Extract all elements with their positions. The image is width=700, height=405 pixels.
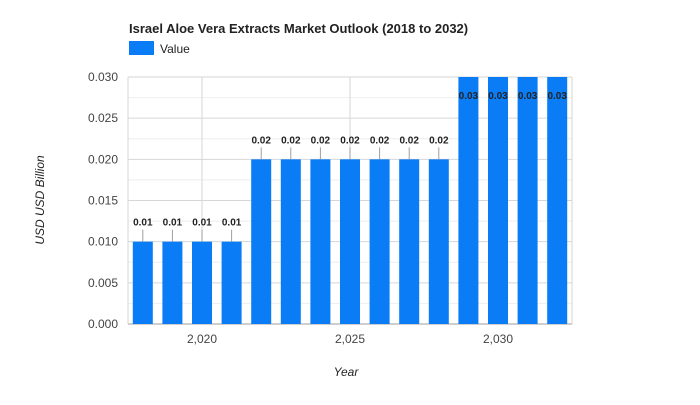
data-label: 0.02 [311,135,331,146]
legend-swatch [129,41,154,55]
data-label: 0.02 [429,135,449,146]
bar[interactable] [132,241,153,324]
data-label: 0.03 [488,91,508,102]
bar[interactable] [547,77,568,324]
bar[interactable] [280,159,301,324]
data-label: 0.02 [399,135,419,146]
data-label: 0.01 [222,218,242,229]
chart-title: Israel Aloe Vera Extracts Market Outlook… [129,21,468,36]
bar[interactable] [162,241,183,324]
y-tick-label: 0.020 [88,152,118,166]
bar[interactable] [192,241,212,324]
bar[interactable] [310,159,331,324]
x-axis: 2,020 2,025 2,030 [187,332,513,346]
bar[interactable] [428,159,449,324]
bar[interactable] [488,77,508,324]
data-label: 0.01 [163,218,183,229]
y-tick-label: 0.015 [88,194,118,208]
y-axis: 0.000 0.005 0.010 0.015 0.020 0.025 0.030 [88,70,118,331]
x-tick-label: 2,030 [483,332,513,346]
data-labels: 0.01 0.01 0.01 0.01 0.02 0.02 0.02 0.02 0.02 0.02… [133,91,567,242]
data-label: 0.02 [340,135,360,146]
y-tick-label: 0.005 [88,276,118,290]
bar[interactable] [399,159,420,324]
y-tick-label: 0.030 [88,70,118,84]
y-tick-label: 0.025 [88,111,118,125]
x-tick-label: 2,025 [335,332,365,346]
y-tick-label: 0.000 [88,317,118,331]
bars [132,77,568,324]
bar[interactable] [251,159,272,324]
x-axis-title: Year [334,365,360,379]
y-axis-title: USD USD Billion [33,155,47,245]
legend[interactable]: Value [129,41,190,56]
data-label: 0.01 [133,218,153,229]
bar[interactable] [221,241,242,324]
data-label: 0.02 [370,135,390,146]
y-tick-label: 0.010 [88,235,118,249]
bar[interactable] [369,159,390,324]
data-label: 0.02 [251,135,271,146]
data-label: 0.02 [281,135,301,146]
data-label: 0.03 [459,91,479,102]
bar[interactable] [340,159,360,324]
bar[interactable] [517,77,538,324]
data-label: 0.03 [518,91,538,102]
data-label: 0.03 [547,91,567,102]
legend-label: Value [160,42,190,56]
data-label: 0.01 [192,218,212,229]
x-tick-label: 2,020 [187,332,217,346]
bar[interactable] [458,77,479,324]
